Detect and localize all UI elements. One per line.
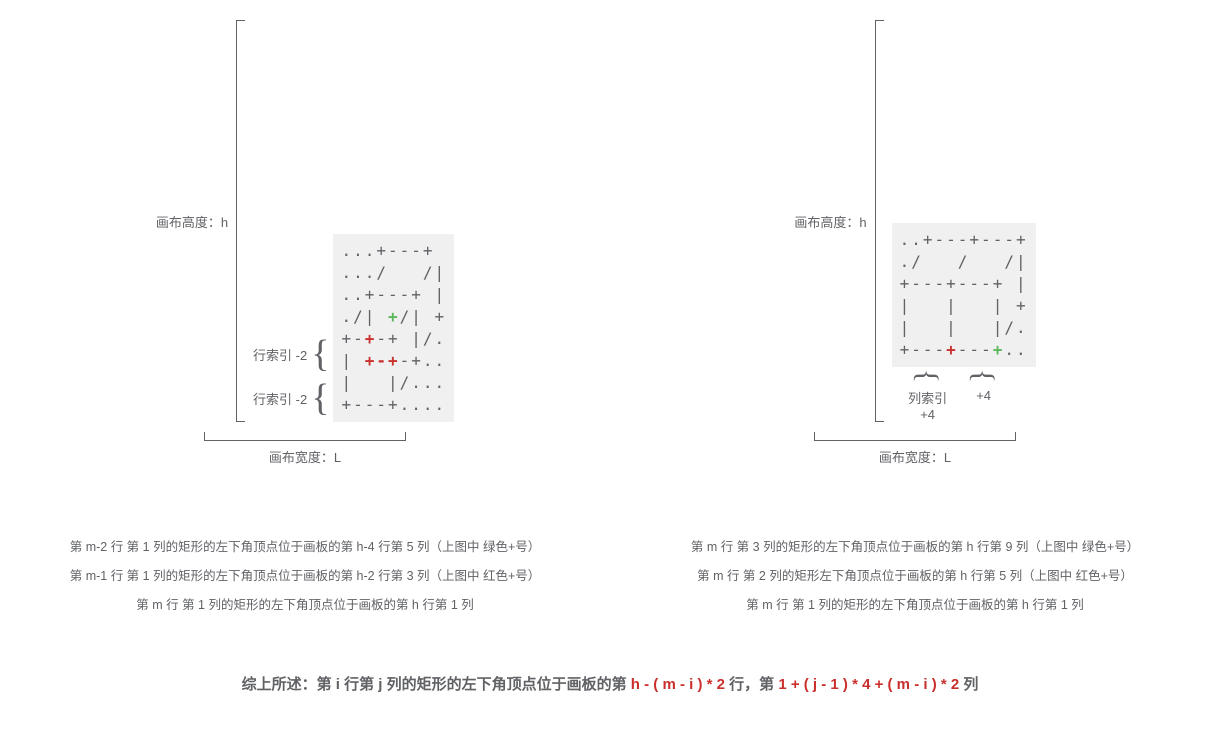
row-index-label-1: 行索引 -2 bbox=[253, 345, 307, 364]
col-index-label-2: +4 bbox=[976, 388, 991, 403]
desc-line: 第 m 行 第 2 列的矩形左下角顶点位于画板的第 h 行第 5 列（上图中 红… bbox=[691, 565, 1139, 584]
w-label-right: 画布宽度：L bbox=[879, 447, 951, 466]
curly-brace-icon: { bbox=[921, 369, 935, 383]
desc-block-right: 第 m 行 第 3 列的矩形的左下角顶点位于画板的第 h 行第 9 列（上图中 … bbox=[691, 526, 1139, 623]
h-bracket-left bbox=[236, 20, 245, 422]
right-panel: 画布高度：h ..+---+---+./ / /|+---+---+ || | … bbox=[635, 20, 1195, 623]
row-index-column: 行索引 -2 { 行索引 -2 { bbox=[253, 332, 329, 422]
h-label-left: 画布高度：h bbox=[156, 212, 228, 231]
conclusion: 综上所述：第 i 行第 j 列的矩形的左下角顶点位于画板的第 h - ( m -… bbox=[20, 673, 1200, 694]
w-bracket-right bbox=[814, 432, 1016, 441]
h-label-right: 画布高度：h bbox=[794, 212, 866, 231]
conclusion-mid: 行，第 bbox=[729, 676, 778, 693]
curly-brace-icon: { bbox=[311, 332, 329, 376]
w-bracket-left bbox=[204, 432, 406, 441]
right-diagram: 画布高度：h ..+---+---+./ / /|+---+---+ || | … bbox=[794, 20, 1035, 422]
desc-line: 第 m 行 第 1 列的矩形的左下角顶点位于画板的第 h 行第 1 列 bbox=[70, 594, 541, 613]
curly-brace-icon: { bbox=[977, 369, 991, 383]
left-diagram: 画布高度：h 行索引 -2 { 行索引 -2 { ...+---+.../ /|… bbox=[156, 20, 454, 422]
conclusion-formula-2: 1 + ( j - 1 ) * 4 + ( m - i ) * 2 bbox=[778, 676, 959, 693]
conclusion-prefix: 综上所述：第 i 行第 j 列的矩形的左下角顶点位于画板的第 bbox=[242, 676, 631, 693]
ascii-art-right: ..+---+---+./ / /|+---+---+ || | | +| | … bbox=[892, 223, 1036, 367]
desc-line: 第 m 行 第 3 列的矩形的左下角顶点位于画板的第 h 行第 9 列（上图中 … bbox=[691, 536, 1139, 555]
w-area-right: 画布宽度：L bbox=[814, 432, 1016, 466]
w-area-left: 画布宽度：L bbox=[204, 432, 406, 466]
col-index-label-1: 列索引 +4 bbox=[908, 391, 947, 422]
ascii-art-left: ...+---+.../ /|..+---+ |./| +/| ++-+-+ |… bbox=[333, 234, 454, 422]
conclusion-suffix: 列 bbox=[963, 676, 978, 693]
desc-line: 第 m-1 行 第 1 列的矩形的左下角顶点位于画板的第 h-2 行第 3 列（… bbox=[70, 565, 541, 584]
desc-block-left: 第 m-2 行 第 1 列的矩形的左下角顶点位于画板的第 h-4 行第 5 列（… bbox=[70, 526, 541, 623]
col-index-row: { 列索引 +4 { +4 bbox=[900, 369, 1036, 422]
conclusion-formula-1: h - ( m - i ) * 2 bbox=[631, 676, 725, 693]
curly-brace-icon: { bbox=[311, 376, 329, 420]
desc-line: 第 m 行 第 1 列的矩形的左下角顶点位于画板的第 h 行第 1 列 bbox=[691, 594, 1139, 613]
h-bracket-right bbox=[875, 20, 884, 422]
left-panel: 画布高度：h 行索引 -2 { 行索引 -2 { ...+---+.../ /|… bbox=[25, 20, 585, 623]
row-index-label-2: 行索引 -2 bbox=[253, 389, 307, 408]
diagram-row: 画布高度：h 行索引 -2 { 行索引 -2 { ...+---+.../ /|… bbox=[20, 20, 1200, 623]
desc-line: 第 m-2 行 第 1 列的矩形的左下角顶点位于画板的第 h-4 行第 5 列（… bbox=[70, 536, 541, 555]
w-label-left: 画布宽度：L bbox=[269, 447, 341, 466]
